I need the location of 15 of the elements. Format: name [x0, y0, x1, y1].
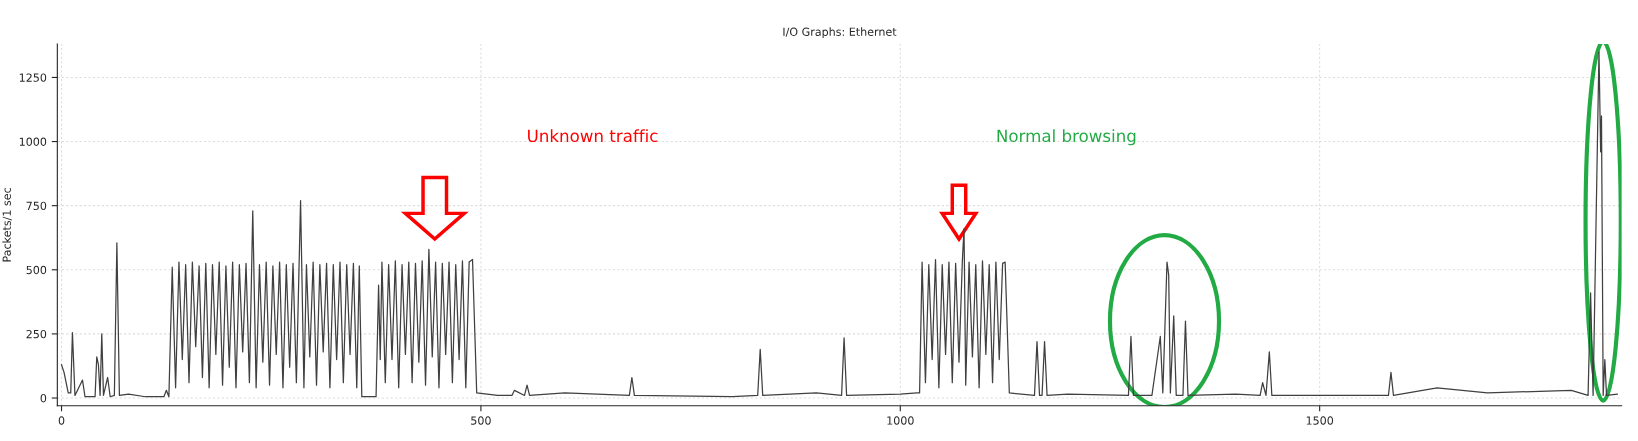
chart-title: I/O Graphs: Ethernet	[783, 27, 897, 39]
y-tick-label: 500	[26, 265, 47, 275]
y-tick-label: 1250	[19, 73, 47, 82]
x-tick-label: 1000	[887, 416, 914, 425]
y-tick-label: 1000	[19, 137, 47, 146]
y-tick-label: 0	[40, 394, 47, 403]
annotation: Normal browsing	[997, 129, 1136, 146]
annotation: Unknown traffic	[528, 129, 658, 143]
y-tick-label: 250	[26, 329, 47, 339]
x-tick-label: 500	[471, 416, 491, 425]
x-tick-label: 1500	[1306, 416, 1334, 425]
x-tick-label: 0	[58, 416, 65, 425]
y-axis-title: Packets/1 sec	[2, 187, 12, 262]
line-series	[60, 51, 1619, 398]
y-tick-label: 750	[26, 201, 47, 211]
